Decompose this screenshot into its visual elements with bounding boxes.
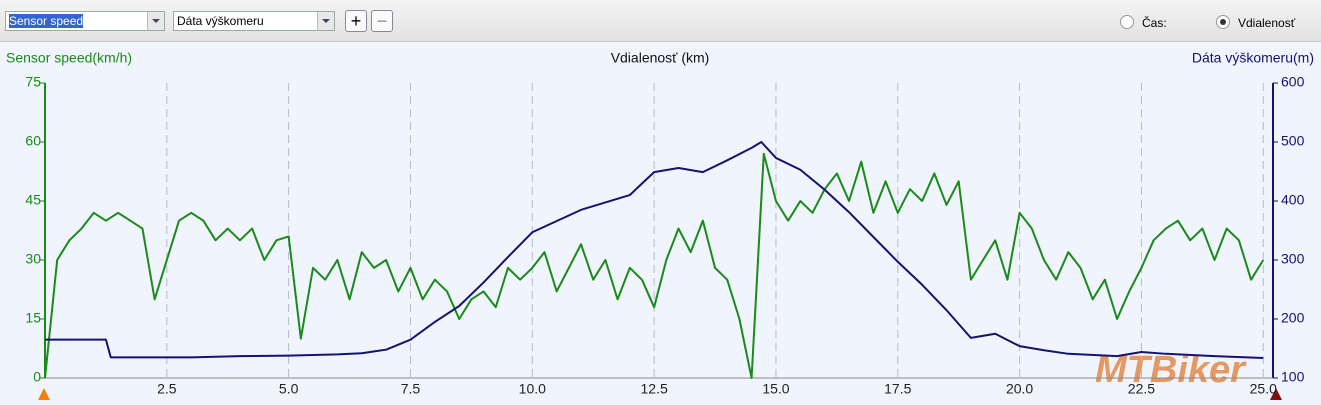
y-tick-label: 75 [25,74,41,90]
radio-label: Vdialenosť [1238,16,1296,30]
axis-select[interactable]: Dáta výškomeru [173,11,335,31]
toolbar: Sensor speed Dáta výškomeru + − Čas: Vdi… [0,0,1321,42]
x-tick-label: 22.5 [1128,381,1155,397]
chart: Vdialenosť (km) Sensor speed(km/h) Dáta … [6,50,1314,400]
y2-tick-label: 500 [1281,133,1305,149]
x-tick-label: 10.0 [519,381,546,397]
x-tick-label: 2.5 [157,381,177,397]
chart-title: Vdialenosť (km) [611,50,710,66]
y-tick-label: 30 [25,251,41,267]
x-tick-label: 5.0 [279,381,299,397]
remove-button[interactable]: − [371,10,393,32]
start-marker [38,388,50,400]
series-line [44,152,1265,379]
series-select[interactable]: Sensor speed [5,11,165,31]
end-marker [1270,388,1282,400]
y-tick-label: 45 [25,192,41,208]
y-axis-label: Sensor speed(km/h) [6,50,132,66]
y-tick-label: 60 [25,133,41,149]
x-tick-label: 15.0 [762,381,789,397]
x-tick-label: 17.5 [884,381,911,397]
y2-tick-label: 400 [1281,192,1305,208]
y2-tick-label: 600 [1281,74,1305,90]
y2-tick-label: 100 [1281,369,1305,385]
x-tick-label: 25.0 [1250,381,1277,397]
time-radio[interactable]: Čas: [1120,15,1167,30]
y2-tick-label: 300 [1281,251,1305,267]
radio-label: Čas: [1142,16,1167,30]
distance-radio[interactable]: Vdialenosť [1216,15,1295,30]
select-text: Sensor speed [9,14,84,28]
series-line [45,141,1264,359]
y2-tick-label: 200 [1281,310,1305,326]
y-tick-label: 15 [25,310,41,326]
select-text: Dáta výškomeru [177,14,264,28]
y2-axis-label: Dáta výškomeru(m) [1192,50,1314,66]
add-button[interactable]: + [345,10,367,32]
x-tick-label: 12.5 [641,381,668,397]
y-tick-label: 0 [33,369,41,385]
x-tick-label: 7.5 [401,381,421,397]
x-tick-label: 20.0 [1006,381,1033,397]
